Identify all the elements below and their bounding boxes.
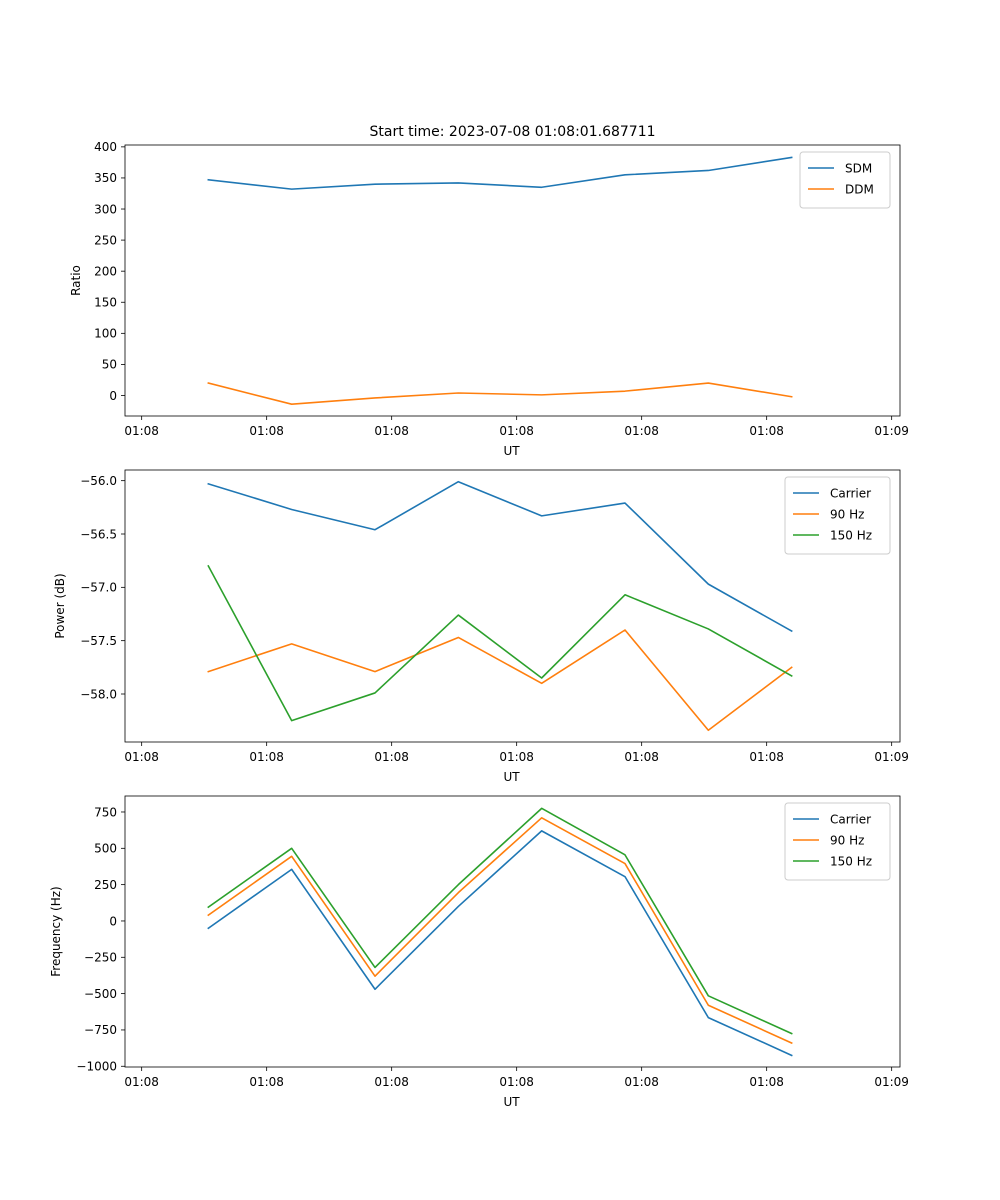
series-line-ddm xyxy=(207,382,793,405)
y-tick-label: −1000 xyxy=(76,1060,117,1074)
axes-frame xyxy=(124,144,901,417)
x-tick-label: 01:09 xyxy=(874,1075,909,1089)
y-tick-label: 150 xyxy=(94,296,117,310)
y-tick-label: −250 xyxy=(84,951,117,965)
y-tick-label: −58.0 xyxy=(80,687,117,701)
figure-title: Start time: 2023-07-08 01:08:01.687711 xyxy=(369,124,655,140)
legend-label: 90 Hz xyxy=(830,508,864,522)
x-tick-label: 01:08 xyxy=(374,1075,409,1089)
chart-panel-1: 01:08 01:08 01:08 01:08 01:08 01:08 01:09 0 50 10… xyxy=(69,140,909,458)
x-tick-label: 01:08 xyxy=(249,750,284,764)
series-line-90-hz xyxy=(207,629,793,732)
legend-label: DDM xyxy=(845,183,874,197)
legend-label: 150 Hz xyxy=(830,855,872,869)
x-tick-label: 01:09 xyxy=(874,424,909,438)
x-tick-label: 01:08 xyxy=(499,750,534,764)
y-tick-label: 750 xyxy=(94,805,117,819)
series-line-150-hz xyxy=(207,564,793,722)
series-line-carrier xyxy=(207,480,793,633)
x-tick-label: 01:08 xyxy=(624,750,659,764)
axes-frame xyxy=(124,469,901,743)
y-tick-label: 250 xyxy=(94,878,117,892)
legend-label: 90 Hz xyxy=(830,834,864,848)
series-line-sdm xyxy=(207,156,793,190)
y-axis-label: Frequency (Hz) xyxy=(49,886,63,977)
y-tick-label: 100 xyxy=(94,327,117,341)
y-tick-label: 0 xyxy=(109,389,117,403)
legend-box xyxy=(799,151,891,209)
y-tick-label: 250 xyxy=(94,233,117,247)
x-tick-label: 01:08 xyxy=(624,424,659,438)
chart-panel-2: 01:08 01:08 01:08 01:08 01:08 01:08 01:09 −58.0… xyxy=(53,469,909,784)
x-tick-label: 01:08 xyxy=(624,1075,659,1089)
y-tick-label: 400 xyxy=(94,140,117,154)
chart-panel-3: 01:08 01:08 01:08 01:08 01:08 01:08 01:09 −1000… xyxy=(49,795,909,1109)
series-line-carrier xyxy=(207,830,793,1057)
legend-label: SDM xyxy=(845,162,872,176)
axes-frame xyxy=(124,795,901,1068)
x-axis-label: UT xyxy=(503,770,520,784)
y-tick-label: −57.5 xyxy=(80,634,117,648)
legend-label: 150 Hz xyxy=(830,529,872,543)
y-tick-label: 300 xyxy=(94,202,117,216)
x-tick-label: 01:08 xyxy=(749,424,784,438)
x-tick-label: 01:08 xyxy=(249,1075,284,1089)
y-tick-label: 200 xyxy=(94,264,117,278)
x-tick-label: 01:08 xyxy=(374,750,409,764)
y-tick-label: 50 xyxy=(102,358,117,372)
y-tick-label: 350 xyxy=(94,171,117,185)
x-tick-label: 01:08 xyxy=(249,424,284,438)
x-tick-label: 01:08 xyxy=(499,1075,534,1089)
y-tick-label: −56.0 xyxy=(80,474,117,488)
x-tick-label: 01:08 xyxy=(499,424,534,438)
series-line-150-hz xyxy=(207,807,793,1035)
y-tick-label: −500 xyxy=(84,987,117,1001)
y-tick-label: 0 xyxy=(109,914,117,928)
x-tick-label: 01:08 xyxy=(749,750,784,764)
y-tick-label: −750 xyxy=(84,1023,117,1037)
y-axis-label: Ratio xyxy=(69,265,83,296)
x-axis-label: UT xyxy=(503,444,520,458)
x-tick-label: 01:08 xyxy=(749,1075,784,1089)
x-axis-label: UT xyxy=(503,1095,520,1109)
y-tick-label: −57.0 xyxy=(80,581,117,595)
x-tick-label: 01:09 xyxy=(874,750,909,764)
x-tick-label: 01:08 xyxy=(374,424,409,438)
chart-panels: 01:08 01:08 01:08 01:08 01:08 01:08 01:09 0 50 10… xyxy=(49,140,909,1109)
x-tick-label: 01:08 xyxy=(124,1075,159,1089)
legend-label: Carrier xyxy=(830,813,871,827)
legend-label: Carrier xyxy=(830,487,871,501)
x-tick-label: 01:08 xyxy=(124,750,159,764)
y-tick-label: −56.5 xyxy=(80,527,117,541)
x-tick-label: 01:08 xyxy=(124,424,159,438)
y-axis-label: Power (dB) xyxy=(53,573,67,638)
y-tick-label: 500 xyxy=(94,842,117,856)
series-line-90-hz xyxy=(207,816,793,1045)
